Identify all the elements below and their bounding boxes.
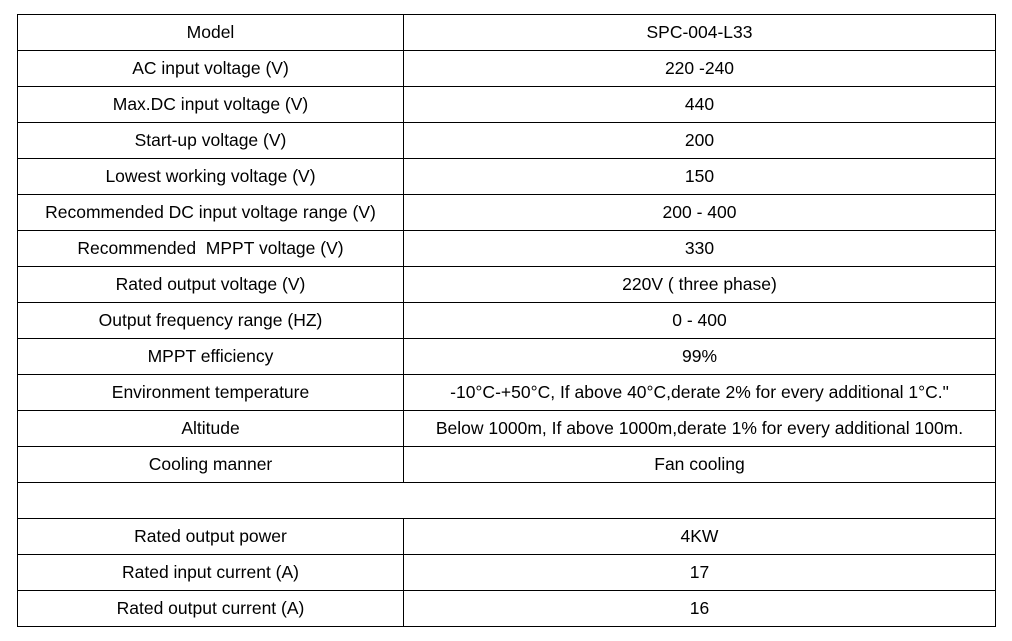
spec-value: 220V ( three phase) [403,266,996,303]
spec-label: Cooling manner [17,446,404,483]
spec-value: 200 [403,122,996,159]
spec-row: Start-up voltage (V) 200 [17,122,996,159]
spec-value: 99% [403,338,996,375]
spec-value: 150 [403,158,996,195]
spec-row: Environment temperature -10°C-+50°C, If a… [17,374,996,411]
spec-row: Rated input current (A) 17 [17,554,996,591]
spec-value: 16 [403,590,996,627]
spec-label: Environment temperature [17,374,404,411]
spec-value: 330 [403,230,996,267]
spec-label: Altitude [17,410,404,447]
spec-table: Model SPC-004-L33 AC input voltage (V) 220 … [17,14,996,627]
spec-row: Model SPC-004-L33 [17,14,996,51]
spec-label: Start-up voltage (V) [17,122,404,159]
spacer-row [17,482,996,519]
spec-value: Below 1000m, If above 1000m,derate 1% fo… [403,410,996,447]
spec-label: Rated input current (A) [17,554,404,591]
spec-row: Output frequency range (HZ) 0 - 400 [17,302,996,339]
spec-row: AC input voltage (V) 220 -240 [17,50,996,87]
spec-label: Recommended MPPT voltage (V) [17,230,404,267]
spacer-cell [17,482,996,519]
spec-label: Lowest working voltage (V) [17,158,404,195]
spec-value: -10°C-+50°C, If above 40°C,derate 2% for… [403,374,996,411]
spec-value: 220 -240 [403,50,996,87]
spec-label: Max.DC input voltage (V) [17,86,404,123]
spec-row: Recommended DC input voltage range (V) 20… [17,194,996,231]
spec-label: Model [17,14,404,51]
spec-label: Rated output power [17,518,404,555]
spec-row: Max.DC input voltage (V) 440 [17,86,996,123]
spec-label: MPPT efficiency [17,338,404,375]
spec-row: Rated output voltage (V) 220V ( three pha… [17,266,996,303]
table-body: Model SPC-004-L33 AC input voltage (V) 220 … [17,14,996,627]
spec-row: Cooling manner Fan cooling [17,446,996,483]
spec-label: Rated output current (A) [17,590,404,627]
spec-value: 17 [403,554,996,591]
spec-row: Lowest working voltage (V) 150 [17,158,996,195]
spec-label: Output frequency range (HZ) [17,302,404,339]
spec-label: AC input voltage (V) [17,50,404,87]
spec-value: Fan cooling [403,446,996,483]
spec-label: Recommended DC input voltage range (V) [17,194,404,231]
spec-value: 0 - 400 [403,302,996,339]
spec-row: MPPT efficiency 99% [17,338,996,375]
spec-value: SPC-004-L33 [403,14,996,51]
spec-label: Rated output voltage (V) [17,266,404,303]
spec-value: 200 - 400 [403,194,996,231]
spec-row: Recommended MPPT voltage (V) 330 [17,230,996,267]
spec-value: 4KW [403,518,996,555]
spec-value: 440 [403,86,996,123]
spec-row: Altitude Below 1000m, If above 1000m,dera… [17,410,996,447]
spec-row: Rated output current (A) 16 [17,590,996,627]
spec-row: Rated output power 4KW [17,518,996,555]
